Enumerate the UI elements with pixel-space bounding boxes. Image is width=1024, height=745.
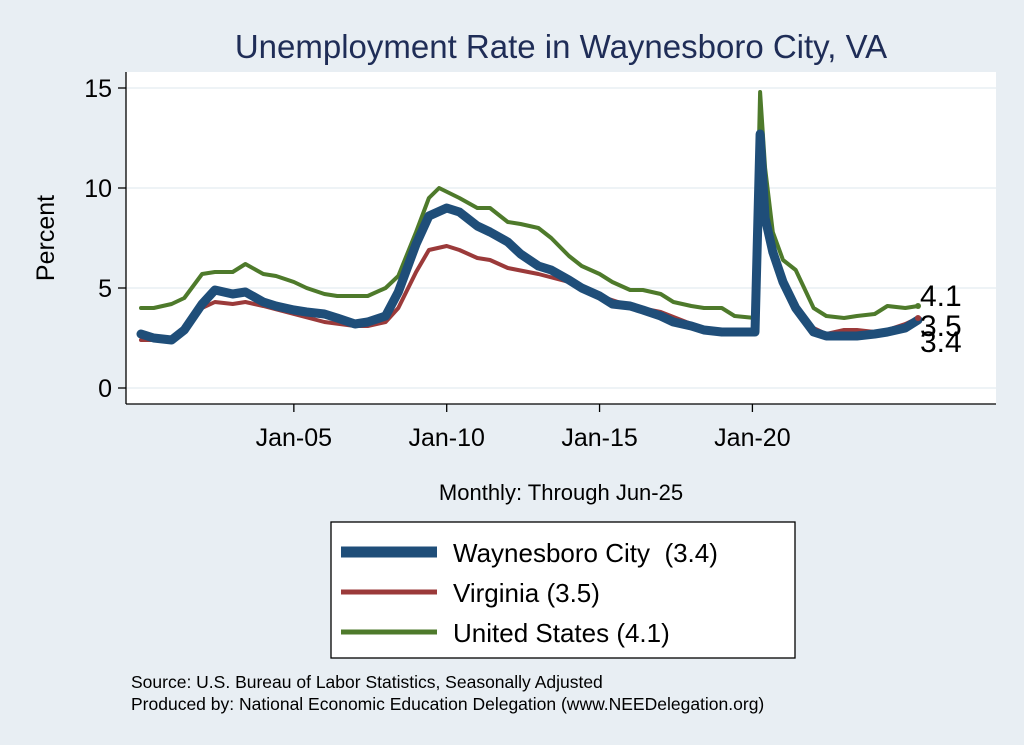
axis-ticks: 0 5 10 15 Jan-05 Jan-10 Jan-15 Jan-20: [84, 75, 790, 452]
y-tick-label: 15: [84, 75, 112, 103]
x-tick-label: Jan-20: [714, 424, 790, 452]
series-lines: [136, 90, 923, 345]
legend-label-waynesboro: Waynesboro City (3.4): [453, 538, 718, 568]
legend-label-united-states: United States (4.1): [453, 618, 670, 648]
y-tick-label: 0: [98, 375, 112, 403]
series-line-0: [136, 129, 923, 345]
end-value-label: 3.5: [920, 310, 962, 343]
plot-background: [126, 72, 996, 404]
chart-subtitle: Monthly: Through Jun-25: [439, 480, 683, 505]
chart-title: Unemployment Rate in Waynesboro City, VA: [235, 28, 887, 65]
gridlines: [126, 87, 996, 389]
end-value-label: 4.1: [920, 280, 962, 313]
legend: Waynesboro City (3.4) Virginia (3.5) Uni…: [330, 521, 796, 659]
x-tick-label: Jan-10: [408, 424, 484, 452]
end-value-label: 3.4: [920, 326, 962, 359]
produced-by-note: Produced by: National Economic Education…: [131, 694, 764, 714]
x-tick-label: Jan-05: [256, 424, 332, 452]
end-marker: [915, 303, 921, 309]
series-line-2: [139, 90, 920, 320]
y-axis-title: Percent: [32, 195, 60, 281]
legend-label-virginia: Virginia (3.5): [453, 578, 600, 608]
end-marker: [915, 315, 921, 321]
end-labels: 3.43.54.1: [915, 280, 962, 359]
y-tick-label: 5: [98, 275, 112, 303]
source-note: Source: U.S. Bureau of Labor Statistics,…: [131, 672, 603, 692]
x-tick-label: Jan-15: [561, 424, 637, 452]
y-tick-label: 10: [84, 175, 112, 203]
